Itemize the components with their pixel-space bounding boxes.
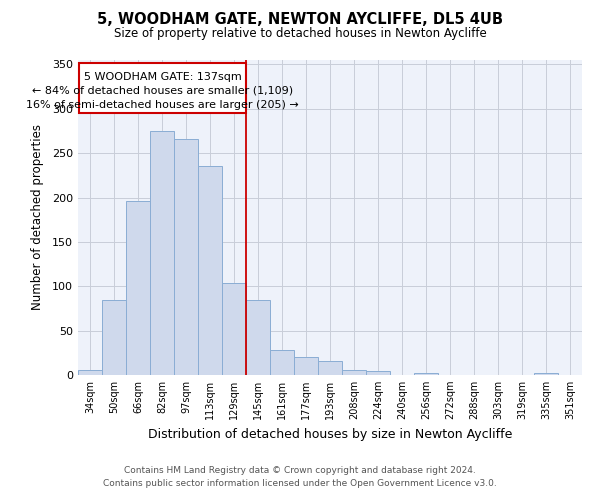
Bar bbox=[366, 372, 390, 375]
Text: Size of property relative to detached houses in Newton Aycliffe: Size of property relative to detached ho… bbox=[113, 28, 487, 40]
Bar bbox=[150, 131, 174, 375]
Bar bbox=[270, 350, 294, 375]
Bar bbox=[78, 370, 102, 375]
Bar bbox=[294, 358, 318, 375]
Bar bbox=[318, 361, 342, 375]
Bar bbox=[414, 373, 438, 375]
Text: 5, WOODHAM GATE, NEWTON AYCLIFFE, DL5 4UB: 5, WOODHAM GATE, NEWTON AYCLIFFE, DL5 4U… bbox=[97, 12, 503, 28]
Bar bbox=[342, 370, 366, 375]
Bar bbox=[222, 282, 246, 375]
Text: ← 84% of detached houses are smaller (1,109): ← 84% of detached houses are smaller (1,… bbox=[32, 86, 293, 96]
FancyBboxPatch shape bbox=[79, 62, 246, 113]
Bar bbox=[174, 139, 198, 375]
Bar bbox=[102, 300, 126, 375]
Bar bbox=[198, 166, 222, 375]
Bar bbox=[126, 201, 150, 375]
Text: 5 WOODHAM GATE: 137sqm: 5 WOODHAM GATE: 137sqm bbox=[84, 72, 241, 82]
Bar bbox=[534, 373, 558, 375]
Y-axis label: Number of detached properties: Number of detached properties bbox=[31, 124, 44, 310]
X-axis label: Distribution of detached houses by size in Newton Aycliffe: Distribution of detached houses by size … bbox=[148, 428, 512, 440]
Text: 16% of semi-detached houses are larger (205) →: 16% of semi-detached houses are larger (… bbox=[26, 100, 299, 110]
Text: Contains HM Land Registry data © Crown copyright and database right 2024.
Contai: Contains HM Land Registry data © Crown c… bbox=[103, 466, 497, 487]
Bar bbox=[246, 300, 270, 375]
